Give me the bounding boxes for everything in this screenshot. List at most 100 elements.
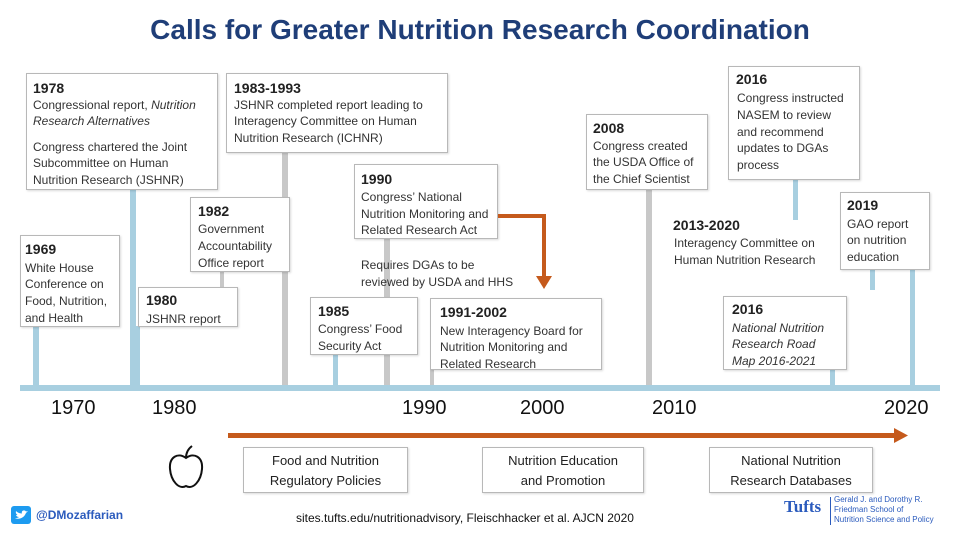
category-databases-line1: National Nutrition (741, 453, 841, 468)
event-1983-year: 1983-1993 (234, 80, 301, 96)
event-2019-line2: on nutrition (847, 233, 907, 247)
axis-label-2010: 2010 (652, 397, 697, 419)
event-1990-line1: Congress’ National (361, 190, 462, 204)
category-box-databases: National Nutrition Research Databases (709, 447, 873, 493)
event-2016b-line2: Research Road (732, 337, 816, 351)
event-1985-box (310, 297, 418, 355)
event-2016b-line1: National Nutrition (732, 321, 825, 335)
event-2013-line2: Human Nutrition Research (674, 253, 816, 267)
event-1983-line1: JSHNR completed report leading to (234, 98, 423, 112)
event-1983-line3: Nutrition Research (ICHNR) (234, 131, 383, 145)
event-1978-line3: Congress chartered the Joint (33, 140, 188, 154)
school-name-line3: Nutrition Science and Policy (834, 515, 934, 524)
event-1978-text: Congressional report, Nutrition (33, 97, 196, 114)
event-2008-line1: Congress created (593, 139, 688, 153)
axis-label-1970: 1970 (51, 397, 96, 419)
arrow-1990-head (536, 276, 552, 289)
event-2008-year: 2008 (593, 120, 625, 136)
event-2016a-line5: process (737, 158, 780, 172)
connector-1991 (430, 368, 434, 385)
event-2019-line3: education (847, 250, 900, 264)
connector-2019 (910, 270, 915, 385)
connector-2013 (870, 270, 875, 290)
event-2016b-box (723, 296, 847, 370)
connector-2016b (830, 370, 835, 385)
event-1980-box (138, 287, 238, 327)
event-1978-line5: Nutrition Research (JSHNR) (33, 173, 184, 187)
event-1990-line5: reviewed by USDA and HHS (361, 275, 514, 289)
event-2016a-box (728, 66, 860, 180)
event-2019-year: 2019 (847, 197, 879, 213)
event-1985-line2: Security Act (318, 339, 382, 353)
event-2008-line3: the Chief Scientist (593, 172, 690, 186)
connector-1985 (333, 355, 338, 385)
school-name-line2: Friedman School of (834, 505, 904, 514)
event-2019-line1: GAO report (847, 217, 909, 231)
event-2016b-year: 2016 (732, 301, 764, 317)
timeline-axis (20, 385, 940, 391)
event-2016b-line3: Map 2016-2021 (732, 354, 817, 368)
event-1982-line3: Office report (198, 256, 264, 270)
event-2019-box (840, 192, 930, 270)
event-2016a-line2: NASEM to review (737, 108, 832, 122)
category-regulatory-line2: Regulatory Policies (269, 473, 382, 488)
event-2016a-year: 2016 (736, 71, 768, 87)
axis-label-1990: 1990 (402, 397, 447, 419)
source-citation: sites.tufts.edu/nutritionadvisory, Fleis… (296, 511, 634, 525)
event-1985-year: 1985 (318, 303, 350, 319)
arrow-timeline-head (894, 428, 908, 443)
axis-label-2020: 2020 (884, 397, 929, 419)
page-title: Calls for Greater Nutrition Research Coo… (150, 14, 810, 45)
event-1980-line1: JSHNR report (146, 312, 221, 326)
event-1978-box (26, 73, 218, 190)
event-1980-year: 1980 (146, 292, 178, 308)
arrow-timeline-shaft (228, 433, 896, 438)
event-1983-box (226, 73, 448, 153)
event-1978-line1-italic: Nutrition (151, 98, 196, 112)
event-1969-line4: and Health (25, 311, 84, 325)
axis-label-2000: 2000 (520, 397, 565, 419)
category-box-education: Nutrition Education and Promotion (482, 447, 644, 493)
event-1991-line3: Related Research (440, 357, 537, 371)
connector-1978 (130, 189, 136, 385)
event-2016a-line4: updates to DGAs (737, 141, 829, 155)
event-1991-line1: New Interagency Board for (440, 324, 583, 338)
axis-label-1980: 1980 (152, 397, 197, 419)
connector-1982 (220, 270, 224, 292)
event-2013-line1: Interagency Committee on (674, 236, 815, 250)
event-1969-line1: White House (25, 261, 94, 275)
event-2013-year: 2013-2020 (673, 217, 740, 233)
tufts-wordmark: Tufts (784, 497, 822, 516)
event-1978-year: 1978 (33, 80, 65, 96)
event-1991-line2: Nutrition Monitoring and (440, 340, 568, 354)
category-education-line1: Nutrition Education (508, 453, 618, 468)
event-1991-box (430, 298, 602, 370)
event-1969-box (20, 235, 120, 327)
event-1990-box (354, 164, 498, 239)
event-1969-line2: Conference on (25, 277, 104, 291)
event-1982-line2: Accountability (198, 239, 273, 253)
connector-2008 (646, 190, 652, 385)
event-1982-line1: Government (198, 222, 265, 236)
event-1990-line2: Nutrition Monitoring and (361, 207, 489, 221)
event-1990-line4: Requires DGAs to be (361, 258, 475, 272)
event-2016a-line1: Congress instructed (737, 91, 844, 105)
connector-2016a (793, 180, 798, 220)
twitter-icon (11, 506, 31, 524)
school-name-line1: Gerald J. and Dorothy R. (834, 495, 923, 504)
apple-icon (168, 445, 204, 488)
event-1978-line2: Research Alternatives (33, 114, 150, 128)
event-1969-line3: Food, Nutrition, (25, 294, 108, 308)
event-1978-line1: Congressional report, (33, 98, 148, 112)
category-education-line2: and Promotion (520, 473, 606, 488)
category-regulatory-line1: Food and Nutrition (272, 453, 379, 468)
event-1982-box (190, 197, 290, 272)
event-2016a-line3: and recommend (737, 125, 824, 139)
event-2008-box (586, 114, 708, 190)
event-1982-year: 1982 (198, 203, 230, 219)
event-1978-line4: Subcommittee on Human (33, 156, 169, 170)
event-1985-line1: Congress’ Food (318, 322, 403, 336)
twitter-handle[interactable]: @DMozaffarian (36, 508, 124, 522)
event-2008-line2: the USDA Office of (593, 155, 694, 169)
event-1991-year: 1991-2002 (440, 304, 507, 320)
